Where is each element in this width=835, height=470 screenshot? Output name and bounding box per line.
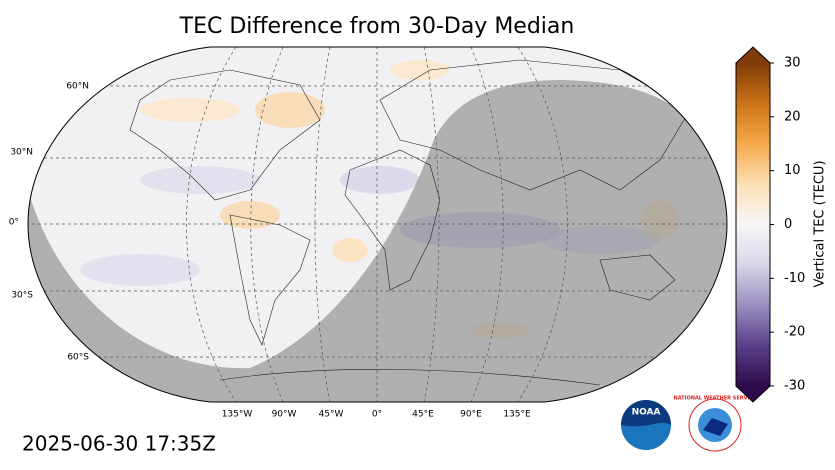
colorbar-tick-label: -10 bbox=[784, 271, 805, 286]
lat-label: 60°N bbox=[66, 82, 89, 92]
colorbar-label: Vertical TEC (TECU) bbox=[813, 160, 828, 287]
lon-label: 90°W bbox=[272, 410, 297, 420]
lat-label: 0° bbox=[9, 218, 19, 228]
lon-label: 135°E bbox=[503, 410, 531, 420]
noaa-logo: NOAA bbox=[621, 400, 671, 450]
colorbar-top bbox=[736, 47, 770, 63]
lat-label: 60°S bbox=[67, 353, 89, 363]
lon-label: 135°W bbox=[222, 410, 253, 420]
colorbar-tick-label: 20 bbox=[784, 109, 801, 124]
nws-logo: NATIONAL WEATHER SERVICE bbox=[674, 396, 757, 452]
lat-label: 30°S bbox=[11, 291, 33, 301]
lat-label: 30°N bbox=[10, 148, 33, 158]
colorbar-tick-label: -30 bbox=[784, 379, 805, 394]
colorbar-tick-label: 0 bbox=[784, 217, 792, 232]
colorbar-tick-label: -20 bbox=[784, 325, 805, 340]
nws-text: NATIONAL WEATHER SERVICE bbox=[674, 396, 757, 402]
lon-label: 90°E bbox=[460, 410, 482, 420]
map bbox=[28, 47, 727, 402]
colorbar-tick-label: 10 bbox=[784, 163, 801, 178]
lon-label: 45°E bbox=[412, 410, 434, 420]
colorbar-fill bbox=[736, 63, 770, 386]
title: TEC Difference from 30-Day Median bbox=[179, 14, 575, 39]
lon-label: 0° bbox=[372, 410, 382, 420]
noaa-text: NOAA bbox=[632, 408, 661, 418]
colorbar: 30 20 10 0 -10 -20 -30 bbox=[735, 46, 805, 403]
colorbar-bottom bbox=[736, 386, 770, 402]
colorbar-tick-label: 30 bbox=[784, 56, 801, 71]
timestamp: 2025-06-30 17:35Z bbox=[22, 432, 216, 456]
map-border bbox=[27, 46, 728, 403]
lon-label: 45°W bbox=[319, 410, 344, 420]
